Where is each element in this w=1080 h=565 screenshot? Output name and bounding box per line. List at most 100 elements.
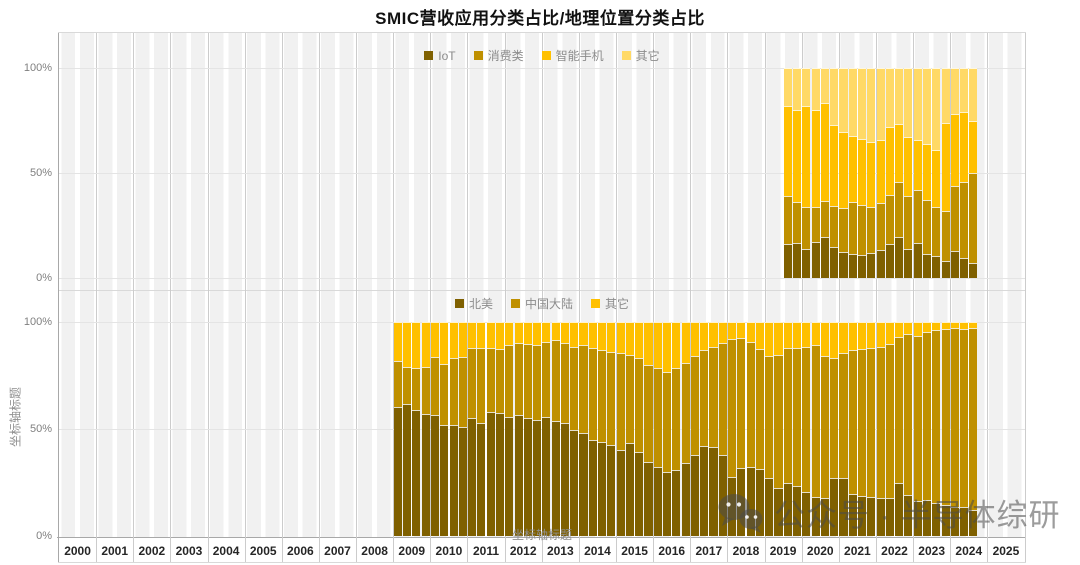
bar-segment-其它: [848, 322, 857, 351]
bar-segment-消费类: [969, 173, 978, 264]
bar-segment-消费类: [904, 196, 913, 249]
bar-segment-中国大陆: [830, 357, 839, 478]
bar-2019Q4: [793, 322, 802, 536]
y-tick-label: 100%: [23, 62, 52, 74]
bar-segment-其它: [876, 322, 885, 347]
year-label: 2012: [509, 544, 537, 558]
bar-segment-北美: [644, 461, 653, 536]
bar-segment-其它: [830, 68, 839, 125]
bar-segment-IoT: [932, 255, 941, 278]
bar-segment-北美: [765, 478, 774, 536]
bar-segment-中国大陆: [765, 356, 774, 479]
bar-segment-北美: [477, 423, 486, 536]
bar-segment-其它: [802, 322, 811, 348]
legend-item-其它: 其它: [621, 47, 660, 64]
y-gridline: [59, 278, 1025, 279]
legend-item-中国大陆: 中国大陆: [510, 295, 573, 312]
bar-2012Q4: [533, 322, 542, 536]
bar-segment-其它: [412, 322, 421, 369]
bar-segment-消费类: [960, 182, 969, 259]
bar-segment-北美: [523, 418, 532, 536]
bar-2024Q2: [960, 68, 969, 278]
bar-segment-其它: [857, 68, 867, 140]
year-gridline: [96, 33, 98, 562]
legend-item-智能手机: 智能手机: [541, 47, 604, 64]
legend-swatch: [473, 51, 483, 60]
legend-swatch: [541, 51, 551, 60]
bar-segment-IoT: [913, 243, 922, 278]
bar-segment-中国大陆: [560, 343, 569, 424]
bar-2012Q2: [514, 322, 523, 536]
legend-label: 消费类: [487, 49, 524, 63]
bar-segment-中国大陆: [458, 356, 467, 427]
bar-2017Q1: [690, 322, 699, 536]
bar-segment-中国大陆: [653, 368, 662, 467]
bar-segment-北美: [440, 424, 449, 536]
bar-segment-中国大陆: [495, 348, 504, 414]
bar-segment-北美: [774, 488, 783, 536]
bar-segment-智能手机: [783, 105, 792, 197]
bar-segment-其它: [885, 322, 894, 345]
y-gridline: [59, 322, 1025, 323]
bar-2016Q3: [672, 322, 681, 536]
bar-segment-中国大陆: [728, 338, 737, 477]
bar-segment-北美: [755, 469, 764, 536]
year-gridline: [950, 33, 952, 562]
bar-segment-北美: [625, 443, 634, 536]
bar-2010Q4: [458, 322, 467, 536]
bar-segment-其它: [932, 322, 941, 330]
bar-2012Q3: [523, 322, 532, 536]
bar-2014Q3: [598, 322, 607, 536]
bar-segment-北美: [895, 483, 904, 536]
bar-segment-北美: [542, 416, 551, 536]
bar-segment-智能手机: [811, 110, 820, 207]
bar-2015Q3: [635, 322, 644, 536]
bar-segment-北美: [932, 503, 941, 536]
year-label: 2001: [101, 544, 129, 558]
legend-item-北美: 北美: [454, 295, 493, 312]
bar-2019Q3: [783, 68, 792, 278]
bar-segment-其它: [616, 322, 625, 354]
bar-segment-中国大陆: [737, 337, 746, 468]
bar-segment-其它: [523, 322, 532, 345]
bar-2020Q4: [830, 322, 839, 536]
bar-segment-其它: [560, 322, 569, 344]
bar-segment-北美: [616, 449, 625, 536]
bar-2013Q1: [542, 322, 551, 536]
bar-segment-IoT: [848, 253, 857, 278]
year-gridline: [281, 33, 283, 562]
y-gridline: [59, 173, 1025, 174]
page-title: SMIC营收应用分类占比/地理位置分类占比: [375, 9, 705, 28]
year-label: 2005: [249, 544, 277, 558]
bar-segment-其它: [774, 322, 783, 355]
bar-segment-消费类: [885, 195, 894, 245]
bar-segment-智能手机: [960, 112, 969, 183]
bar-2021Q4: [867, 68, 876, 278]
bar-2023Q3: [932, 68, 941, 278]
bar-2023Q2: [922, 68, 932, 278]
bar-segment-北美: [681, 463, 690, 536]
bar-segment-北美: [412, 409, 421, 536]
bar-segment-IoT: [885, 244, 894, 278]
bar-2015Q1: [616, 322, 625, 536]
bar-2020Q1: [802, 322, 811, 536]
bar-segment-北美: [867, 496, 876, 536]
legend-item-其它: 其它: [591, 295, 629, 312]
bar-segment-北美: [960, 506, 969, 536]
bar-segment-其它: [579, 322, 588, 345]
year-gridline: [393, 33, 395, 562]
legend-application-chart: IoT 消费类 智能手机 其它: [59, 47, 1025, 64]
bar-segment-中国大陆: [746, 342, 755, 467]
bar-segment-北美: [830, 477, 839, 536]
bar-segment-北美: [950, 506, 959, 536]
bar-segment-其它: [793, 68, 802, 111]
bar-segment-其它: [635, 322, 644, 359]
bar-segment-IoT: [857, 254, 867, 278]
bar-segment-北美: [848, 494, 857, 536]
year-gridline: [207, 33, 209, 562]
bar-segment-其它: [913, 322, 922, 336]
bar-segment-其它: [830, 322, 839, 358]
bar-segment-北美: [421, 414, 430, 536]
year-label: 2013: [546, 544, 574, 558]
